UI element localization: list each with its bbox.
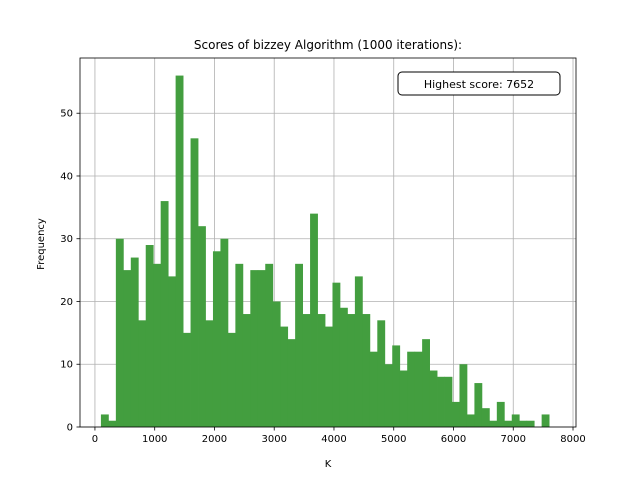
- histogram-bar: [325, 326, 333, 427]
- histogram-bar: [280, 326, 289, 427]
- histogram-bar: [227, 332, 236, 427]
- histogram-bar: [198, 226, 206, 427]
- histogram-bar: [466, 414, 475, 427]
- histogram-bar: [422, 339, 430, 427]
- histogram-bar: [115, 238, 124, 427]
- x-tick-label: 1000: [142, 434, 167, 445]
- chart-title: Scores of bizzey Algorithm (1000 iterati…: [194, 38, 462, 52]
- axes-frame: [79, 57, 577, 428]
- histogram-bar: [369, 351, 378, 427]
- histogram-bar: [257, 270, 266, 427]
- histogram-bar: [392, 345, 401, 427]
- histogram-bar: [242, 314, 251, 427]
- histogram-bar: [526, 420, 535, 427]
- histogram-bar: [220, 238, 229, 427]
- histogram-bar: [212, 251, 221, 427]
- histogram-bar: [138, 320, 147, 427]
- histogram-bar: [287, 339, 296, 427]
- histogram-bar: [504, 420, 513, 427]
- histogram-bar: [474, 383, 483, 427]
- x-tick-label: 3000: [261, 434, 286, 445]
- histogram-bar: [407, 351, 416, 427]
- x-tick-label: 7000: [501, 434, 526, 445]
- histogram-bar: [332, 282, 341, 427]
- histogram-bar: [145, 245, 154, 427]
- histogram-bar: [250, 270, 259, 427]
- histogram-bar: [272, 301, 281, 427]
- histogram-bar: [168, 276, 177, 427]
- histogram-bar: [235, 263, 244, 427]
- histogram-bar: [175, 75, 184, 428]
- x-axis-label: K: [325, 459, 332, 470]
- histogram-bar: [190, 138, 199, 427]
- x-tick-label: 8000: [560, 434, 585, 445]
- y-tick-label: 30: [60, 234, 73, 245]
- histogram-bar: [354, 276, 363, 427]
- histogram-bar: [295, 263, 304, 427]
- histogram-bar: [100, 414, 109, 427]
- histogram-bar: [481, 408, 490, 427]
- histogram-bar: [519, 420, 528, 427]
- y-tick-label: 50: [60, 109, 73, 120]
- histogram-bar: [437, 376, 445, 427]
- annotation-box: Highest score: 7652: [397, 71, 561, 96]
- histogram-bar: [511, 414, 520, 427]
- histogram-bar: [384, 364, 393, 427]
- x-tick-label: 6000: [441, 434, 466, 445]
- histogram-bar: [399, 370, 408, 427]
- x-tick-label: 2000: [202, 434, 227, 445]
- y-tick-label: 0: [67, 423, 73, 434]
- histogram-bar: [130, 257, 139, 427]
- histogram-bar: [496, 401, 505, 427]
- histogram-bar: [414, 351, 423, 427]
- histogram-bar: [123, 270, 132, 427]
- axes: 0 1000 2000 3000 4000 5000 6000 7000 8000 0 10 20 30…: [60, 57, 586, 445]
- histogram-bar: [183, 332, 191, 427]
- annotation-text: Highest score: 7652: [424, 78, 534, 91]
- x-tick-label: 5000: [381, 434, 406, 445]
- histogram-bar: [310, 213, 318, 427]
- y-axis-label: Frequency: [36, 218, 47, 270]
- histogram-bar: [347, 314, 356, 427]
- histogram-bar: [489, 420, 498, 427]
- histogram-bar: [302, 314, 311, 427]
- y-tick-label: 40: [60, 171, 73, 182]
- histogram-bar: [108, 420, 117, 427]
- histogram-bar: [362, 314, 371, 427]
- histogram-bar: [205, 320, 214, 427]
- histogram-bars: [100, 75, 550, 428]
- histogram-bar: [160, 201, 169, 427]
- histogram-bar: [317, 314, 326, 427]
- x-tick-label: 4000: [321, 434, 346, 445]
- histogram-bar: [429, 370, 438, 427]
- histogram-bar: [153, 263, 162, 427]
- histogram-bar: [339, 307, 348, 427]
- histogram-bar: [452, 401, 460, 427]
- y-tick-label: 20: [60, 297, 73, 308]
- histogram-bar: [377, 320, 386, 427]
- y-tick-label: 10: [60, 360, 73, 371]
- x-tick-label: 0: [92, 434, 98, 445]
- histogram-bar: [265, 263, 274, 427]
- annotation-frame: [397, 71, 561, 96]
- histogram-bar: [541, 414, 550, 427]
- histogram-bar: [459, 364, 468, 427]
- histogram-bar: [444, 376, 453, 427]
